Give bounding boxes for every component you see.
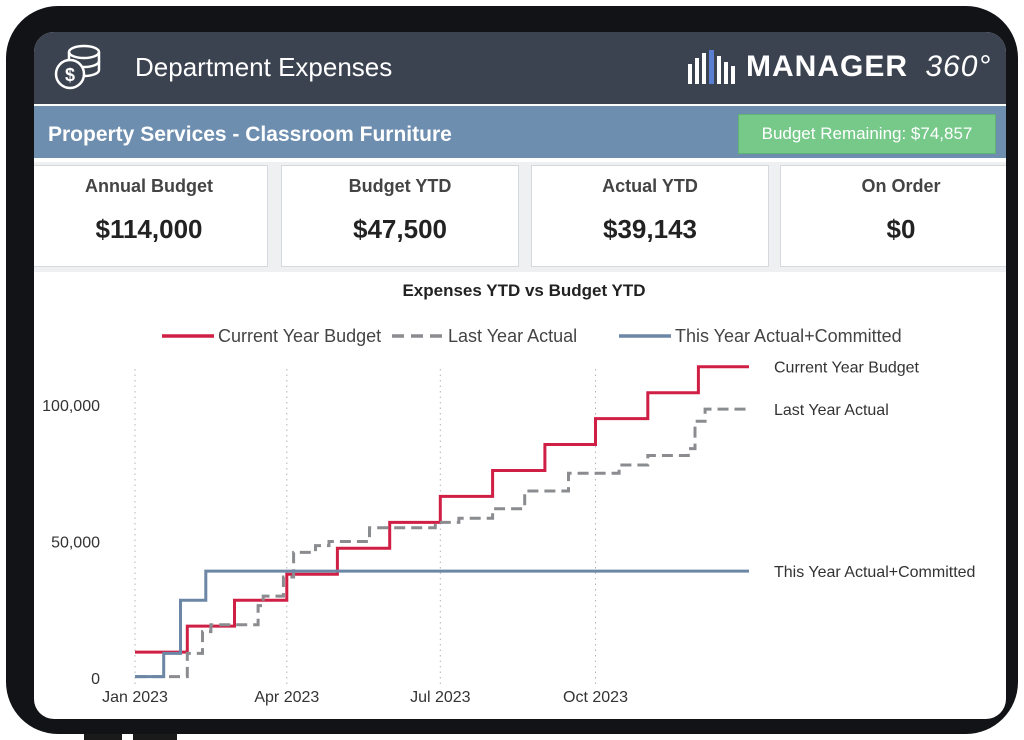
device-foot-left (84, 734, 122, 740)
dashboard-screen: $ Department Expenses MANAGER 360° (34, 32, 1006, 719)
svg-text:$: $ (65, 65, 75, 85)
app-title: Department Expenses (135, 52, 393, 82)
y-axis: 0 50,000 100,000 (42, 398, 100, 688)
kpi-label: Budget YTD (348, 176, 452, 196)
x-tick-label: Jan 2023 (102, 689, 168, 706)
x-tick-label: Jul 2023 (410, 689, 471, 706)
series-end-label: Current Year Budget (774, 360, 920, 377)
legend-label: Current Year Budget (218, 326, 381, 346)
series-line-last-year-actual (135, 407, 749, 679)
x-axis: Jan 2023 Apr 2023 Jul 2023 Oct 2023 (102, 689, 628, 706)
logo-bars-icon (688, 50, 735, 84)
series-end-labels: Current Year Budget Last Year Actual This … (774, 360, 975, 581)
kpi-value: $47,500 (353, 214, 447, 244)
series-end-label: This Year Actual+Committed (774, 564, 975, 581)
kpi-label: On Order (861, 176, 941, 196)
y-tick-label: 100,000 (42, 398, 100, 415)
logo-text: MANAGER 360° (746, 50, 992, 83)
manager360-logo: MANAGER 360° (688, 44, 990, 92)
legend-label: Last Year Actual (448, 326, 577, 346)
kpi-label: Actual YTD (602, 176, 698, 196)
kpi-card-annual-budget: Annual Budget $114,000 (34, 165, 268, 267)
kpi-card-budget-ytd: Budget YTD $47,500 (281, 165, 519, 267)
legend-label: This Year Actual+Committed (675, 326, 902, 346)
series-line-current-year-budget (135, 365, 749, 654)
section-title: Property Services - Classroom Furniture (48, 123, 452, 146)
app-header: $ Department Expenses MANAGER 360° (34, 32, 1006, 104)
kpi-value: $39,143 (603, 214, 697, 244)
chart-grid (134, 369, 596, 686)
budget-remaining-badge: Budget Remaining: $74,857 (738, 114, 996, 154)
x-tick-label: Apr 2023 (254, 689, 319, 706)
chart-series (135, 365, 749, 679)
kpi-value: $114,000 (95, 214, 203, 244)
device-frame: $ Department Expenses MANAGER 360° (6, 6, 1018, 734)
series-end-label: Last Year Actual (774, 402, 889, 419)
kpi-value: $0 (886, 214, 916, 244)
device-foot-right (133, 734, 177, 740)
chart-legend: Current Year Budget Last Year Actual This … (162, 326, 902, 346)
kpi-label: Annual Budget (85, 176, 213, 196)
kpi-card-actual-ytd: Actual YTD $39,143 (531, 165, 769, 267)
kpi-card-on-order: On Order $0 (780, 165, 1006, 267)
kpi-row: Annual Budget $114,000 Budget YTD $47,50… (34, 162, 1006, 272)
y-tick-label: 0 (91, 671, 100, 688)
series-line-this-year-actual-committed (135, 569, 749, 679)
expenses-chart: Expenses YTD vs Budget YTD Current Year … (34, 274, 1006, 719)
y-tick-label: 50,000 (51, 534, 100, 551)
chart-title: Expenses YTD vs Budget YTD (402, 281, 645, 300)
money-stack-icon: $ (50, 42, 104, 94)
section-bar: Property Services - Classroom Furniture … (34, 106, 1006, 158)
x-tick-label: Oct 2023 (563, 689, 628, 706)
expenses-chart-svg: Expenses YTD vs Budget YTD Current Year … (42, 281, 975, 706)
